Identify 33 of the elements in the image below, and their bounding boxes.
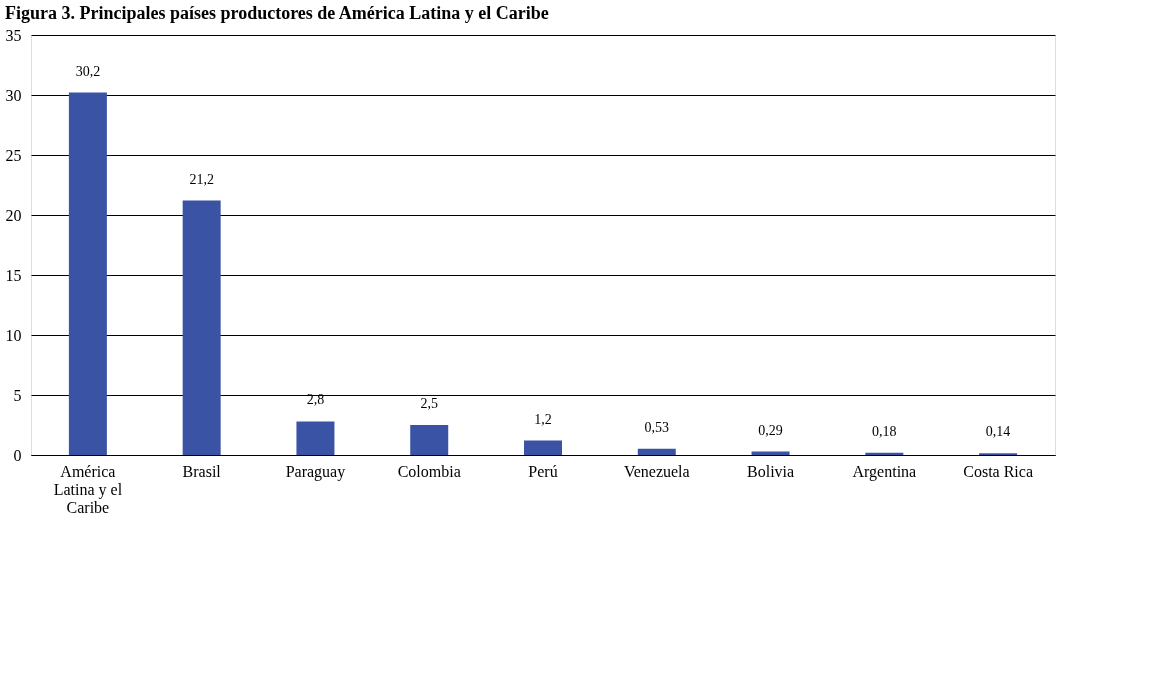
- bar: [637, 448, 676, 455]
- y-tick-label: 5: [13, 386, 22, 404]
- x-tick-label: Colombia: [397, 462, 461, 480]
- y-tick-label: 15: [5, 266, 22, 284]
- x-tick-label: Venezuela: [623, 462, 690, 480]
- bar: [296, 421, 335, 455]
- y-tick-label: 20: [5, 206, 22, 224]
- y-tick-label: 30: [5, 86, 22, 104]
- bar: [182, 200, 221, 455]
- chart-title: Figura 3. Principales países productores de América Latina y el Caribe: [5, 3, 549, 23]
- bar: [865, 452, 904, 455]
- x-tick-label: Paraguay: [285, 462, 346, 481]
- x-tick-label: Perú: [528, 462, 558, 480]
- bar: [68, 92, 107, 455]
- bar: [410, 425, 449, 455]
- data-label: 0,18: [872, 423, 897, 439]
- x-tick-label: Argentina: [852, 462, 917, 481]
- data-label: 0,29: [758, 422, 783, 438]
- x-tick-label: América Latina y el Caribe: [53, 462, 123, 516]
- data-label: 0,53: [644, 419, 670, 435]
- bar: [524, 440, 562, 455]
- x-tick-label: Brasil: [182, 462, 222, 480]
- data-label: 0,14: [985, 424, 1011, 440]
- y-tick-label: 25: [5, 146, 22, 164]
- data-label: 2,5: [420, 396, 438, 411]
- x-tick-label: Costa Rica: [963, 462, 1033, 480]
- x-tick-label: Bolivia: [747, 462, 795, 480]
- y-tick-label: 35: [5, 26, 22, 44]
- data-label: 1,2: [534, 411, 552, 427]
- y-tick-label: 0: [13, 446, 22, 464]
- data-label: 30,2: [75, 63, 101, 79]
- data-label: 21,2: [189, 171, 214, 187]
- y-tick-label: 10: [5, 326, 22, 344]
